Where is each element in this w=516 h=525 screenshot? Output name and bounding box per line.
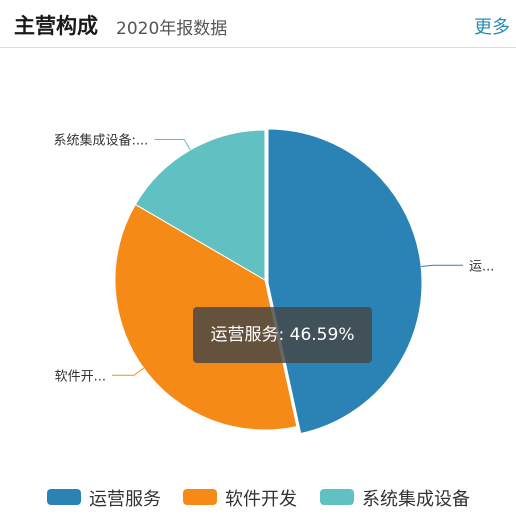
callout-line (111, 367, 144, 376)
callout-label: 运... (469, 259, 494, 274)
legend-swatch (183, 489, 217, 505)
callout-line (154, 139, 191, 151)
callout-label: 软件开... (55, 369, 106, 384)
slice-tooltip: 运营服务: 46.59% (193, 307, 372, 363)
chart-legend: 运营服务 软件开发 系统集成设备 (0, 482, 516, 512)
legend-label: 运营服务 (89, 489, 161, 510)
panel-header: 主营构成 2020年报数据 更多 (0, 0, 516, 48)
legend-label: 系统集成设备 (362, 489, 470, 510)
panel-title: 主营构成 (14, 14, 98, 38)
legend-swatch (320, 489, 354, 505)
panel-subtitle: 2020年报数据 (116, 19, 228, 39)
more-link[interactable]: 更多 (474, 17, 510, 38)
callout-label: 系统集成设备:... (54, 133, 149, 149)
legend-swatch (47, 489, 81, 505)
legend-label: 软件开发 (225, 489, 297, 510)
pie-slice[interactable] (267, 128, 423, 435)
pie-chart: 运... 软件开... 系统集成设备:... (54, 128, 494, 435)
callout-line (421, 264, 464, 268)
